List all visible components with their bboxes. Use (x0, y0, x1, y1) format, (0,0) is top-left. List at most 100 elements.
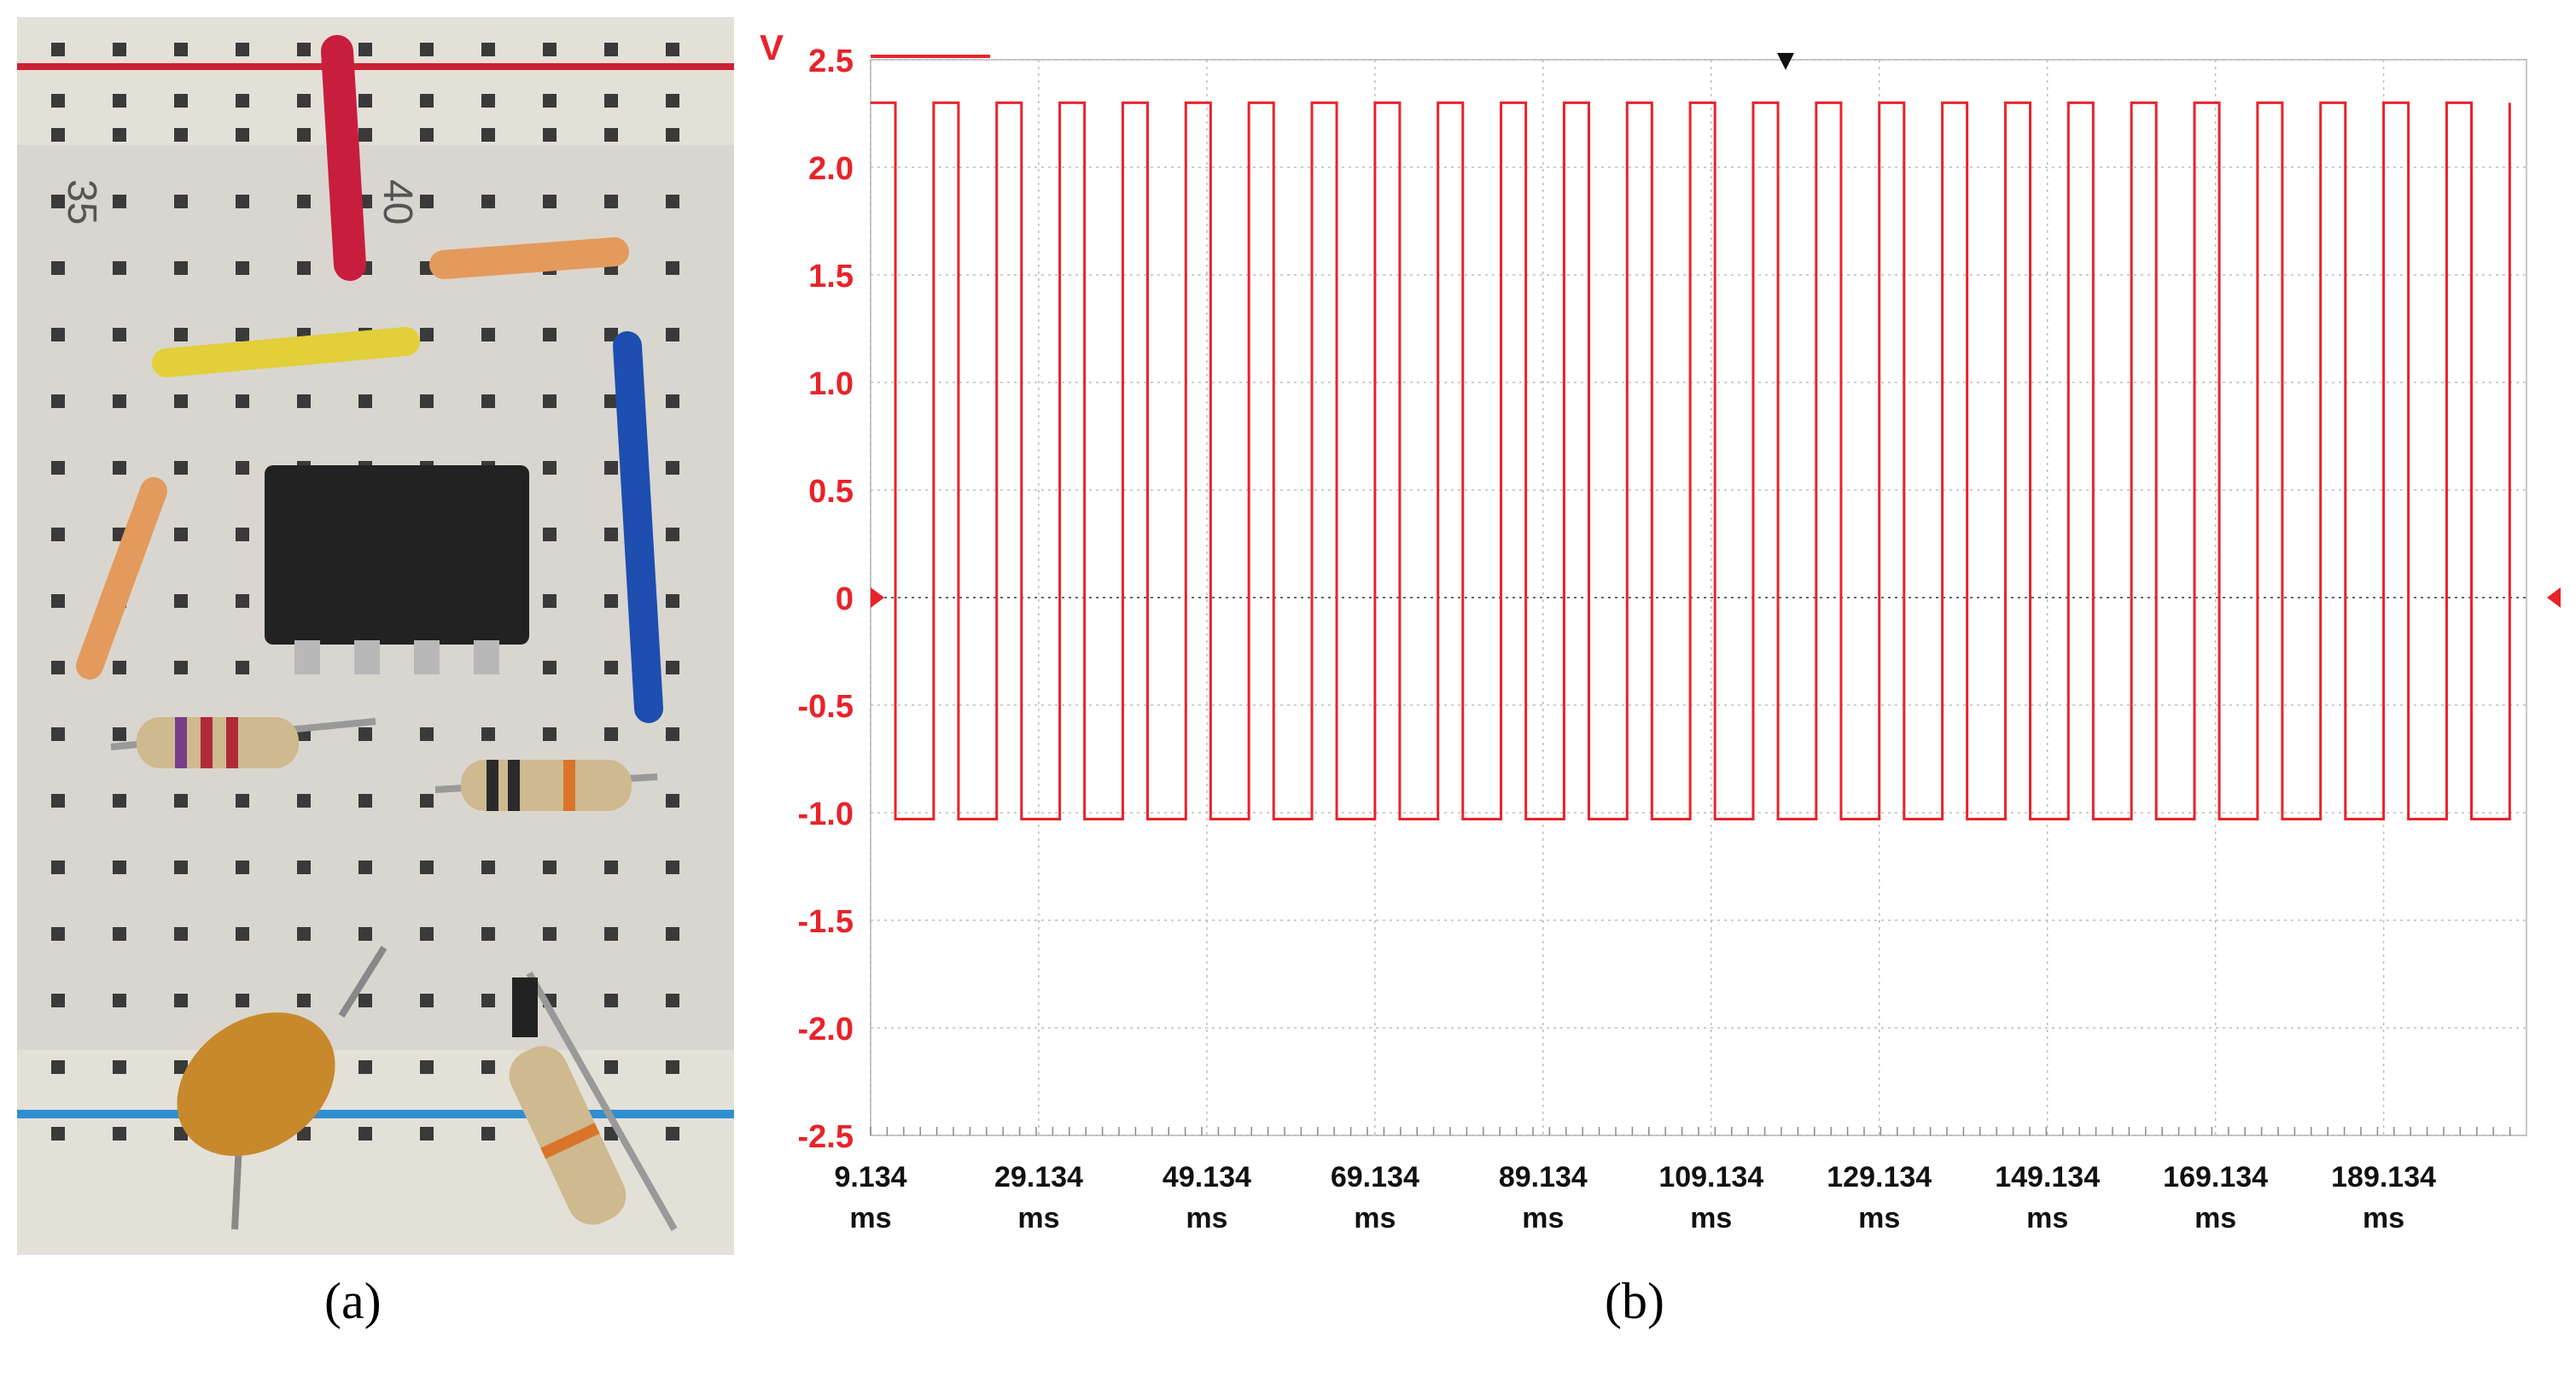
breadboard-hole (481, 94, 495, 108)
x-tick-label: 169.134 (2163, 1161, 2268, 1193)
trigger-level-marker-right (2547, 587, 2561, 608)
orange-jumper-wire-left (76, 477, 167, 680)
breadboard-hole (481, 994, 495, 1007)
breadboard-hole (358, 861, 372, 874)
breadboard-hole (543, 43, 557, 56)
breadboard-hole (358, 794, 372, 808)
breadboard-hole (420, 94, 434, 108)
breadboard-hole (543, 128, 557, 142)
x-tick-unit: ms (1522, 1202, 1564, 1234)
resistor-left (110, 717, 376, 768)
ic-pin (354, 640, 380, 674)
breadboard-hole (666, 994, 679, 1007)
breadboard-hole (604, 861, 618, 874)
breadboard-hole (481, 727, 495, 741)
breadboard-hole (543, 394, 557, 408)
breadboard-hole (666, 861, 679, 874)
y-tick-label: 0 (836, 581, 854, 617)
breadboard-hole (51, 727, 65, 741)
breadboard-hole (543, 195, 557, 208)
y-tick-label: -1.5 (798, 904, 854, 940)
x-tick-label: 9.134 (834, 1161, 906, 1193)
breadboard-hole (543, 594, 557, 608)
breadboard-hole (481, 328, 495, 341)
breadboard-hole (666, 528, 679, 541)
breadboard-hole (604, 528, 618, 541)
breadboard-hole (236, 994, 249, 1007)
breadboard-hole (51, 794, 65, 808)
x-tick-unit: ms (2363, 1202, 2404, 1234)
breadboard-hole (481, 394, 495, 408)
blue-jumper-wire (613, 331, 663, 723)
breadboard-hole (51, 128, 65, 142)
ic-pin (474, 640, 499, 674)
breadboard-hole (666, 594, 679, 608)
ceramic-capacitor (177, 945, 388, 1230)
trigger-position-marker (1777, 53, 1794, 70)
caption-a: (a) (324, 1273, 382, 1329)
x-tick-label: 49.134 (1163, 1161, 1251, 1193)
y-tick-label: 2.5 (808, 44, 854, 79)
breadboard-hole (543, 861, 557, 874)
breadboard-hole (297, 261, 311, 275)
y-tick-label: 1.0 (808, 366, 854, 402)
breadboard-hole (420, 1127, 434, 1141)
breadboard-hole (297, 195, 311, 208)
breadboard-hole (604, 461, 618, 475)
breadboard-hole (297, 927, 311, 941)
breadboard-hole (236, 528, 249, 541)
breadboard-hole (543, 661, 557, 674)
breadboard-hole (358, 727, 372, 741)
breadboard-hole (358, 128, 372, 142)
breadboard-hole (420, 328, 434, 341)
breadboard-hole (604, 394, 618, 408)
breadboard-hole (113, 661, 126, 674)
breadboard-hole (666, 661, 679, 674)
breadboard-hole (420, 794, 434, 808)
breadboard-hole (236, 328, 249, 341)
breadboard-hole (543, 461, 557, 475)
row-label-35: 35 (59, 179, 104, 225)
breadboard-hole (51, 528, 65, 541)
resistor-bottom (509, 971, 678, 1231)
breadboard-hole (113, 394, 126, 408)
ic-chip (265, 465, 529, 645)
chart-grid (870, 59, 2527, 1136)
breadboard-hole (543, 94, 557, 108)
x-tick-label: 129.134 (1827, 1161, 1932, 1193)
breadboard-hole (113, 794, 126, 808)
breadboard-hole (481, 861, 495, 874)
breadboard-photo: 35 40 (17, 17, 734, 1255)
breadboard-hole (174, 661, 188, 674)
breadboard-hole (604, 328, 618, 341)
breadboard-hole (604, 1060, 618, 1074)
breadboard-hole (236, 195, 249, 208)
y-tick-label: 2.0 (808, 151, 854, 187)
breadboard-hole (51, 195, 65, 208)
breadboard-hole (666, 328, 679, 341)
square-wave-trace (871, 101, 2511, 821)
breadboard-hole (174, 394, 188, 408)
breadboard-hole (297, 43, 311, 56)
breadboard-hole (236, 261, 249, 275)
breadboard-hole (51, 1060, 65, 1074)
breadboard-hole (358, 927, 372, 941)
breadboard-hole (420, 1060, 434, 1074)
breadboard-hole (51, 394, 65, 408)
breadboard-hole (51, 94, 65, 108)
x-tick-label: 189.134 (2331, 1161, 2436, 1193)
breadboard-hole (666, 394, 679, 408)
breadboard-hole (113, 1060, 126, 1074)
breadboard-hole (236, 128, 249, 142)
breadboard-hole (174, 328, 188, 341)
caption-b: (b) (1605, 1273, 1664, 1329)
breadboard-hole (113, 861, 126, 874)
breadboard-hole (236, 594, 249, 608)
breadboard-hole (604, 927, 618, 941)
breadboard-hole (51, 43, 65, 56)
breadboard-hole (174, 794, 188, 808)
breadboard-hole (420, 43, 434, 56)
breadboard-hole (297, 994, 311, 1007)
breadboard-hole (297, 394, 311, 408)
breadboard-hole (543, 727, 557, 741)
